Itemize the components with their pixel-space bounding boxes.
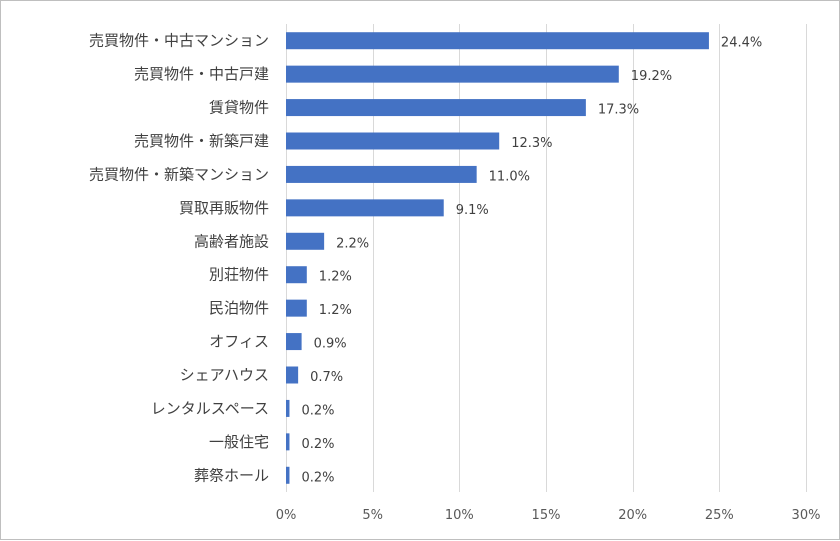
bars <box>286 32 709 484</box>
x-tick-label: 20% <box>618 508 647 523</box>
data-label: 0.7% <box>310 370 343 385</box>
bar <box>286 65 619 83</box>
bar <box>286 232 325 250</box>
category-label: 売買物件・新築マンション <box>89 165 269 183</box>
category-label: 賃貸物件 <box>209 99 269 117</box>
bar <box>286 99 586 117</box>
bar <box>286 32 709 50</box>
x-tick-label: 15% <box>532 508 561 523</box>
x-tick-label: 30% <box>792 508 821 523</box>
data-label: 0.2% <box>301 403 334 418</box>
category-label: 葬祭ホール <box>194 466 269 484</box>
bar <box>286 466 290 484</box>
x-tick-label: 0% <box>276 508 297 523</box>
category-label: 売買物件・中古マンション <box>89 32 269 50</box>
bar <box>286 366 299 384</box>
data-label: 0.9% <box>314 337 347 352</box>
data-label: 12.3% <box>511 136 552 151</box>
bar <box>286 165 477 183</box>
data-label: 19.2% <box>631 69 672 84</box>
data-label: 1.2% <box>319 270 352 285</box>
x-tick-label: 10% <box>445 508 474 523</box>
category-label: 一般住宅 <box>209 433 269 451</box>
gridlines <box>286 24 807 492</box>
category-label: シェアハウス <box>180 366 269 384</box>
category-label: オフィス <box>209 333 269 351</box>
data-label: 9.1% <box>456 203 489 218</box>
category-label: 売買物件・中古戸建 <box>134 65 269 83</box>
bar <box>286 399 290 417</box>
bar <box>286 433 290 451</box>
x-tick-label: 5% <box>362 508 383 523</box>
data-label: 1.2% <box>319 303 352 318</box>
data-label: 11.0% <box>489 169 530 184</box>
category-label: 民泊物件 <box>209 299 269 317</box>
category-label: 売買物件・新築戸建 <box>134 132 269 150</box>
data-label: 0.2% <box>301 437 334 452</box>
bar <box>286 132 500 150</box>
x-axis-tick-labels: 0% 5% 10% 15% 20% 25% 30% <box>276 508 821 523</box>
bar <box>286 299 307 317</box>
x-tick-label: 25% <box>705 508 734 523</box>
category-label: 買取再販物件 <box>179 199 269 217</box>
data-label: 0.2% <box>301 470 334 485</box>
category-labels: 売買物件・中古マンション売買物件・中古戸建賃貸物件売買物件・新築戸建売買物件・新… <box>89 32 269 485</box>
value-labels: 24.4% 19.2% 17.3% 12.3% 11.0% 9.1% 2.2% 1.2% 1.2… <box>301 36 762 486</box>
category-label: レンタルスペース <box>151 399 269 417</box>
data-label: 24.4% <box>721 36 762 51</box>
category-label: 高齢者施設 <box>194 232 269 250</box>
data-label: 17.3% <box>598 103 639 118</box>
category-label: 別荘物件 <box>209 266 269 284</box>
data-label: 2.2% <box>336 236 369 251</box>
bar <box>286 199 444 217</box>
bar <box>286 266 307 284</box>
bar <box>286 333 302 351</box>
